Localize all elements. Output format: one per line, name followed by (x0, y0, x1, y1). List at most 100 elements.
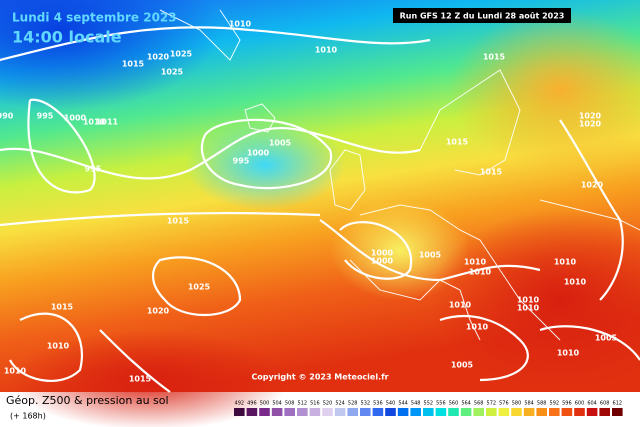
isobar-label: 1000 (371, 257, 394, 266)
isobar-label: 1010 (449, 301, 472, 310)
scale-swatch (561, 408, 573, 416)
scale-label: 492 (235, 401, 245, 407)
scale-swatch (511, 408, 522, 416)
scale-swatch (435, 408, 447, 416)
scale-swatch (234, 408, 245, 416)
isobar-label: 1015 (51, 303, 74, 312)
scale-label: 520 (323, 401, 333, 407)
footer-lead: (+ 168h) (10, 412, 46, 421)
isobar-label: 1020 (579, 112, 602, 121)
scale-label: 524 (335, 401, 345, 407)
scale-swatch (549, 408, 560, 416)
isobar-label: 1000 (64, 114, 87, 123)
isobar-label: 995 (85, 165, 102, 174)
scale-swatch (334, 408, 346, 416)
isobar-label: 1000 (247, 149, 270, 158)
scale-label: 576 (499, 401, 509, 407)
scale-swatch (284, 408, 295, 416)
isobar-label: 1020 (147, 307, 170, 316)
isobar-label: 1015 (167, 217, 190, 226)
scale-label: 504 (272, 401, 282, 407)
isobar-label: 1020 (579, 120, 602, 129)
color-scale: 492 496 500 504 508 512 516 520 524 528 532 536 540 5… (234, 401, 623, 416)
scale-swatch (372, 408, 384, 416)
forecast-time: 14:00 locale (12, 28, 122, 47)
scale-swatch (523, 408, 535, 416)
scale-label: 588 (537, 401, 547, 407)
scale-swatch (309, 408, 321, 416)
scale-label: 516 (310, 401, 320, 407)
scale-swatch (259, 408, 270, 416)
isobar-labels: 1010101510201025102599099510001010101199… (0, 20, 618, 384)
isobar-label: 1015 (483, 53, 506, 62)
isobar-label: 1020 (147, 53, 170, 62)
isobar-label: 1010 (466, 323, 489, 332)
scale-swatch (574, 408, 585, 416)
scale-label: 580 (512, 401, 522, 407)
isobar-label: 1000 (371, 249, 394, 258)
scale-swatch (473, 408, 484, 416)
isobar-label: 1010 (517, 296, 540, 305)
scale-swatch (498, 408, 510, 416)
isobar-label: 1010 (557, 349, 580, 358)
isobar-label: 1010 (315, 46, 338, 55)
scale-label: 548 (411, 401, 421, 407)
scale-swatch (586, 408, 598, 416)
scale-label: 596 (562, 401, 572, 407)
isobar-label: 1025 (188, 283, 211, 292)
isobar-label: 1010 (464, 258, 487, 267)
scale-label: 560 (449, 401, 459, 407)
isobar-label: 1015 (129, 375, 152, 384)
scale-label: 552 (424, 401, 434, 407)
scale-swatch (322, 408, 333, 416)
isobar-label: 1025 (170, 50, 193, 59)
scale-label: 608 (600, 401, 610, 407)
isobar-label: 1010 (469, 268, 492, 277)
isobar-label: 1020 (581, 181, 604, 190)
scale-label: 496 (247, 401, 257, 407)
isobar-label: 1005 (419, 251, 442, 260)
isobar-label: 1010 (4, 367, 27, 376)
scale-label: 584 (524, 401, 534, 407)
scale-swatch (297, 408, 308, 416)
copyright: Copyright © 2023 Meteociel.fr (251, 373, 388, 382)
scale-label: 564 (461, 401, 471, 407)
run-box (393, 8, 571, 23)
scale-swatch (486, 408, 497, 416)
isobar-label: 1010 (83, 118, 106, 127)
scale-swatch (536, 408, 547, 416)
scale-label: 604 (587, 401, 597, 407)
scale-swatch (448, 408, 459, 416)
scale-label: 512 (298, 401, 308, 407)
scale-label: 544 (398, 401, 408, 407)
isobar-label: 1011 (96, 118, 119, 127)
scale-label: 540 (386, 401, 396, 407)
isobar-label: 995 (37, 112, 54, 121)
scale-swatch (397, 408, 409, 416)
scale-label: 568 (474, 401, 484, 407)
isobar-label: 1005 (595, 334, 618, 343)
isobar-label: 1010 (517, 304, 540, 313)
isobar-label: 1015 (446, 138, 469, 147)
scale-swatch (423, 408, 434, 416)
isobar-label: 1005 (451, 361, 474, 370)
scale-swatch (246, 408, 258, 416)
scale-swatch (347, 408, 358, 416)
scale-swatch (612, 408, 623, 416)
isobar-label: 1005 (269, 139, 292, 148)
isobar-label: 1010 (47, 342, 70, 351)
isobar-label: 1010 (229, 20, 252, 29)
scale-swatch (271, 408, 283, 416)
scale-label: 592 (550, 401, 560, 407)
forecast-date: Lundi 4 septembre 2023 (12, 11, 177, 25)
scale-swatch (410, 408, 421, 416)
isobar-label: 990 (0, 112, 14, 121)
isobar-label: 995 (233, 157, 250, 166)
scale-label: 600 (575, 401, 585, 407)
isobar-label: 1010 (564, 278, 587, 287)
isobar-label: 1010 (554, 258, 577, 267)
scale-swatch (460, 408, 472, 416)
